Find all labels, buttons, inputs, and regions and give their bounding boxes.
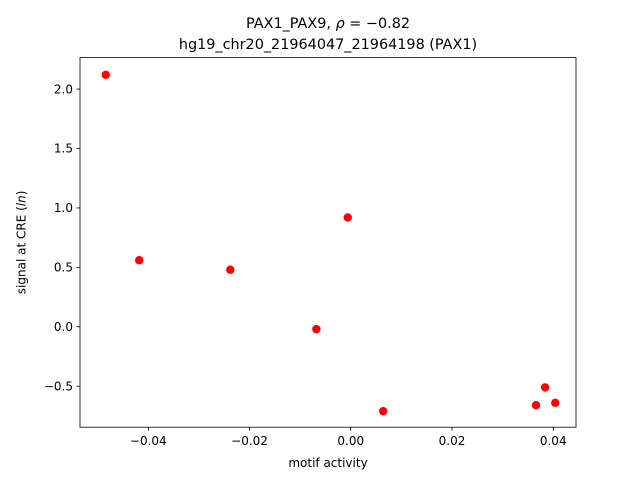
x-tick-label: 0.00 [337,434,364,448]
axes-frame [79,57,577,428]
x-axis-ticks: −0.04 −0.02 0.00 0.02 0.04 [130,427,567,448]
y-tick-label: 1.5 [54,142,73,156]
y-tick-label: 0.5 [54,261,73,275]
chart-title-line2: hg19_chr20_21964047_21964198 (PAX1) [179,37,477,53]
x-tick-label: 0.02 [439,434,466,448]
data-point [531,401,541,410]
data-point [226,265,235,274]
x-axis-label: motif activity [288,456,367,470]
x-tick-label: −0.04 [130,434,167,448]
data-point [135,256,144,265]
y-axis-label: signal at CRE (ln) [15,191,29,295]
y-axis-ticks: −0.5 0.0 0.5 1.0 1.5 2.0 [44,82,80,393]
x-tick-label: 0.04 [540,434,567,448]
data-point [540,383,550,392]
data-point [312,324,321,334]
y-tick-label: 1.0 [54,201,73,215]
y-tick-label: 0.0 [54,320,73,334]
data-point [343,213,352,222]
chart-title-line1: PAX1_PAX9, ρ = −0.82 [246,16,410,32]
scatter-points [101,70,560,416]
y-tick-label: −0.5 [44,379,73,393]
data-point [551,398,560,408]
data-point [378,406,388,416]
x-tick-label: −0.02 [231,434,268,448]
y-tick-label: 2.0 [54,82,73,96]
data-point [101,70,111,80]
